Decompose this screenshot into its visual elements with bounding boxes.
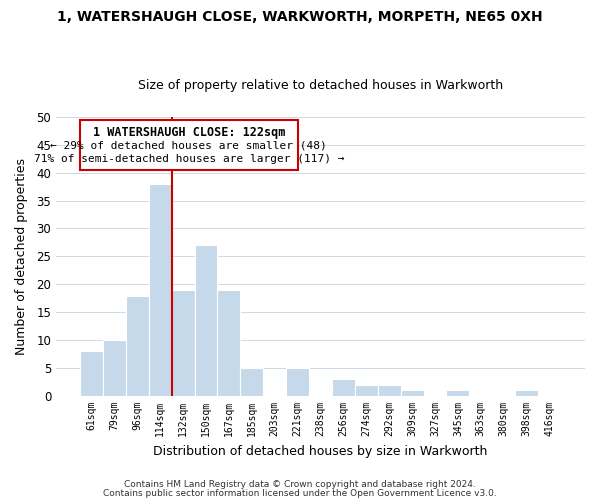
Text: Contains HM Land Registry data © Crown copyright and database right 2024.: Contains HM Land Registry data © Crown c… (124, 480, 476, 489)
Bar (355, 385, 378, 396)
Bar (149, 184, 172, 396)
Bar (217, 290, 241, 396)
Title: Size of property relative to detached houses in Warkworth: Size of property relative to detached ho… (138, 79, 503, 92)
X-axis label: Distribution of detached houses by size in Warkworth: Distribution of detached houses by size … (154, 444, 488, 458)
Bar (515, 390, 538, 396)
Text: 71% of semi-detached houses are larger (117) →: 71% of semi-detached houses are larger (… (34, 154, 344, 164)
Bar (401, 390, 424, 396)
Text: 1 WATERSHAUGH CLOSE: 122sqm: 1 WATERSHAUGH CLOSE: 122sqm (92, 126, 285, 140)
FancyBboxPatch shape (80, 120, 298, 170)
Bar (103, 340, 126, 396)
Bar (378, 385, 401, 396)
Bar (286, 368, 309, 396)
Bar (172, 290, 194, 396)
Bar (126, 296, 149, 396)
Text: ← 29% of detached houses are smaller (48): ← 29% of detached houses are smaller (48… (50, 141, 327, 151)
Text: Contains public sector information licensed under the Open Government Licence v3: Contains public sector information licen… (103, 490, 497, 498)
Bar (332, 380, 355, 396)
Y-axis label: Number of detached properties: Number of detached properties (15, 158, 28, 355)
Text: 1, WATERSHAUGH CLOSE, WARKWORTH, MORPETH, NE65 0XH: 1, WATERSHAUGH CLOSE, WARKWORTH, MORPETH… (57, 10, 543, 24)
Bar (446, 390, 469, 396)
Bar (80, 352, 103, 396)
Bar (241, 368, 263, 396)
Bar (194, 245, 217, 396)
